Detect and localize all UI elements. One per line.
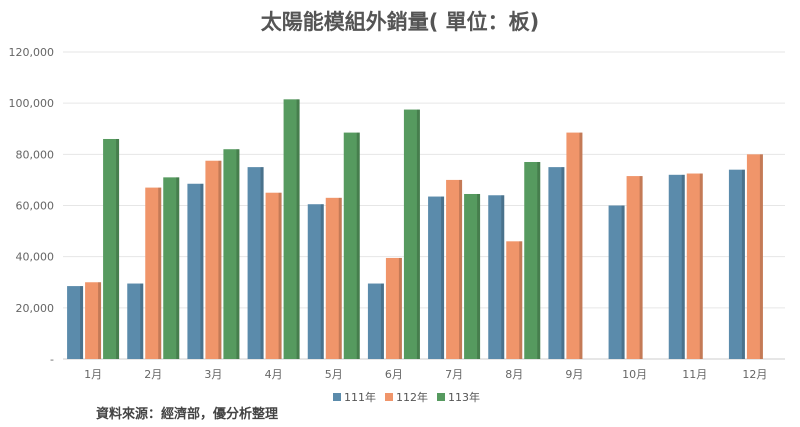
x-tick-label: 10月	[622, 368, 647, 381]
legend-swatch	[385, 393, 393, 401]
bar-shade	[80, 286, 84, 359]
bar-shade	[260, 167, 264, 359]
bar-7月-113年	[464, 193, 481, 359]
y-tick-label: 80,000	[16, 148, 55, 161]
y-axis-ticks: - 20,000 40,000 60,000 80,000 100,000 120,000	[9, 46, 55, 366]
bar-shade	[176, 177, 180, 359]
bar-3月-113年	[223, 149, 240, 359]
bar-shade	[380, 283, 384, 359]
bar-10月-112年	[626, 176, 643, 359]
bar-shade	[699, 173, 703, 359]
bar-shade	[98, 282, 102, 359]
bar-9月-112年	[566, 132, 583, 359]
bar-shade	[320, 204, 324, 359]
bar-11月-112年	[686, 173, 703, 359]
legend-label: 111年	[344, 390, 376, 404]
y-tick-label: -	[50, 353, 54, 366]
legend: 111年 112年 113年	[333, 390, 480, 404]
bars	[67, 99, 763, 360]
bar-2月-112年	[145, 187, 162, 359]
bar-2月-111年	[127, 283, 144, 359]
bar-5月-113年	[343, 132, 360, 359]
x-tick-label: 6月	[385, 368, 403, 381]
bar-shade	[477, 193, 481, 359]
bar-7月-112年	[446, 179, 463, 359]
bar-shade	[338, 197, 342, 359]
bar-4月-113年	[283, 99, 300, 360]
bar-8月-112年	[506, 241, 523, 359]
bar-1月-111年	[67, 286, 84, 359]
y-tick-label: 40,000	[16, 251, 55, 264]
x-tick-label: 12月	[742, 368, 767, 381]
bar-shade	[459, 179, 463, 359]
x-tick-label: 1月	[84, 368, 102, 381]
bar-3月-112年	[205, 160, 222, 359]
bar-11月-111年	[668, 174, 685, 359]
bar-5月-112年	[325, 197, 342, 359]
bar-shade	[759, 154, 763, 359]
bar-shade	[116, 138, 120, 359]
x-tick-label: 7月	[445, 368, 463, 381]
source-note: 資料來源：經濟部，優分析整理	[96, 407, 279, 422]
bar-6月-113年	[403, 109, 420, 359]
x-tick-label: 9月	[565, 368, 583, 381]
bar-shade	[200, 183, 204, 359]
bar-shade	[579, 132, 583, 359]
bar-shade	[561, 167, 565, 359]
bar-1月-113年	[103, 138, 120, 359]
x-tick-label: 5月	[325, 368, 343, 381]
bar-shade	[218, 160, 222, 359]
y-tick-label: 60,000	[16, 200, 55, 213]
bar-8月-111年	[488, 195, 505, 359]
bar-shade	[278, 192, 282, 359]
bar-7月-111年	[428, 196, 445, 359]
bar-shade	[681, 174, 685, 359]
bar-4月-112年	[265, 192, 282, 359]
bar-2月-113年	[163, 177, 180, 359]
y-tick-label: 20,000	[16, 302, 55, 315]
bar-shade	[236, 149, 240, 359]
bar-5月-111年	[307, 204, 324, 359]
bar-9月-111年	[548, 167, 565, 359]
bar-shade	[398, 257, 402, 359]
gridlines	[63, 51, 785, 360]
bar-1月-112年	[85, 282, 102, 359]
bar-shade	[501, 195, 505, 359]
y-tick-label: 100,000	[9, 97, 55, 110]
bar-shade	[296, 99, 300, 360]
bar-shade	[639, 176, 643, 359]
x-tick-label: 8月	[505, 368, 523, 381]
legend-swatch	[437, 393, 445, 401]
bar-shade	[537, 162, 541, 359]
bar-6月-111年	[367, 283, 384, 359]
x-tick-label: 4月	[265, 368, 283, 381]
legend-label: 112年	[396, 390, 428, 404]
bar-shade	[356, 132, 360, 359]
bar-12月-112年	[746, 154, 763, 359]
bar-shade	[621, 205, 625, 359]
bar-10月-111年	[608, 205, 625, 359]
bar-4月-111年	[247, 167, 264, 359]
bar-6月-112年	[385, 257, 402, 359]
bar-shade	[158, 187, 162, 359]
bar-8月-113年	[524, 162, 541, 359]
bar-shade	[416, 109, 420, 359]
bar-3月-111年	[187, 183, 204, 359]
x-tick-label: 2月	[144, 368, 162, 381]
bar-shade	[519, 241, 523, 359]
chart-title: 太陽能模組外銷量( 單位：板)	[260, 10, 540, 34]
bar-shade	[441, 196, 445, 359]
legend-label: 113年	[448, 390, 480, 404]
bar-12月-111年	[728, 169, 745, 359]
x-tick-label: 11月	[682, 368, 707, 381]
legend-swatch	[333, 393, 341, 401]
bar-shade	[741, 169, 745, 359]
x-axis-ticks: 1月 2月 3月 4月 5月 6月 7月 8月 9月 10月 11月 12月	[84, 368, 767, 381]
x-tick-label: 3月	[204, 368, 222, 381]
bar-shade	[140, 283, 144, 359]
y-tick-label: 120,000	[9, 46, 55, 59]
